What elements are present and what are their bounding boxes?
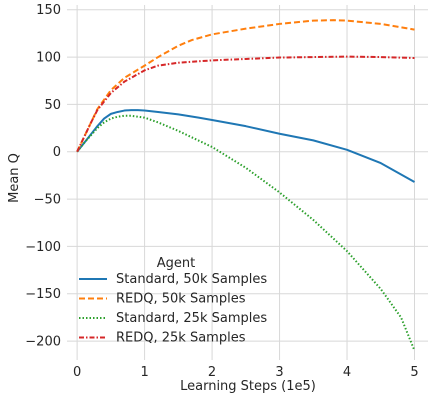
grid	[67, 5, 428, 360]
legend-entry-3: Standard, 25k Samples	[116, 311, 267, 326]
y-tick-label: 150	[36, 3, 61, 18]
y-tick-label: 0	[53, 145, 61, 160]
series-line-1	[76, 109, 415, 183]
legend-title: Agent	[157, 256, 195, 271]
series-line-3	[76, 114, 416, 351]
y-axis: 150 100 50 0 −50 −100 −150 −200	[25, 3, 61, 349]
x-axis: 0 1 2 3 4 5	[73, 365, 419, 380]
y-tick-label: −100	[25, 240, 61, 255]
x-axis-label: Learning Steps (1e5)	[180, 379, 316, 393]
legend-entry-2: REDQ, 50k Samples	[116, 292, 246, 307]
legend-entry-1: Standard, 50k Samples	[116, 272, 267, 287]
y-tick-label: −200	[25, 335, 61, 350]
y-tick-label: 100	[36, 51, 61, 66]
y-tick-label: −150	[25, 287, 61, 302]
y-tick-label: 50	[44, 98, 61, 113]
legend-entry-4: REDQ, 25k Samples	[116, 331, 246, 346]
y-tick-label: −50	[34, 193, 61, 208]
plot-area	[67, 5, 428, 360]
x-tick-label: 1	[140, 365, 148, 380]
y-axis-label: Mean Q	[7, 153, 22, 203]
series-line-4	[76, 55, 415, 153]
x-tick-label: 0	[73, 365, 81, 380]
x-tick-label: 5	[410, 365, 418, 380]
legend: Agent Standard, 50k Samples REDQ, 50k Sam…	[79, 256, 267, 346]
x-tick-label: 3	[275, 365, 283, 380]
series-layer	[76, 19, 416, 351]
x-tick-label: 4	[343, 365, 351, 380]
series-line-2	[76, 19, 415, 153]
x-tick-label: 2	[208, 365, 216, 380]
